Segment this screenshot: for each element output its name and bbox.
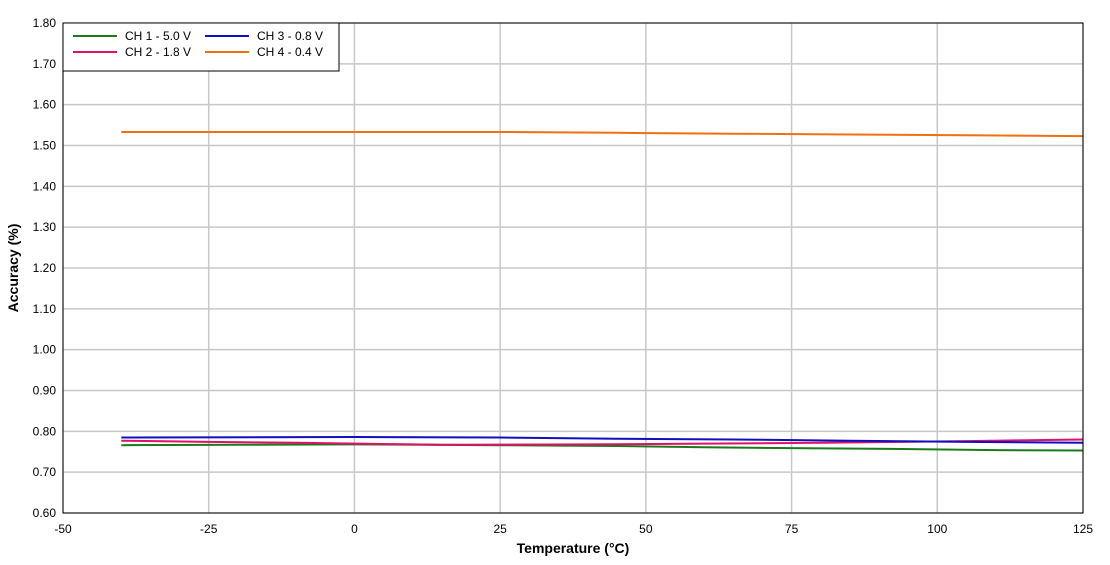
y-tick-label: 1.00 bbox=[33, 343, 57, 357]
y-tick-label: 0.90 bbox=[33, 384, 57, 398]
x-tick-label: -50 bbox=[54, 522, 72, 536]
y-tick-label: 0.70 bbox=[33, 465, 57, 479]
grid bbox=[62, 22, 1084, 514]
x-tick-label: 100 bbox=[927, 522, 947, 536]
series-lines bbox=[121, 131, 1084, 452]
legend-label: CH 2 - 1.8 V bbox=[125, 45, 191, 59]
x-axis-title: Temperature (°C) bbox=[517, 540, 630, 556]
y-axis-ticks: 0.60 0.70 0.80 0.90 1.00 1.10 1.20 1.30 1.40 1.50… bbox=[33, 16, 57, 520]
y-axis-title: Accuracy (%) bbox=[5, 224, 21, 313]
x-tick-label: -25 bbox=[200, 522, 218, 536]
y-tick-label: 1.60 bbox=[33, 98, 57, 112]
series-line-ch4 bbox=[121, 131, 1084, 138]
x-tick-label: 125 bbox=[1073, 522, 1093, 536]
y-tick-label: 1.10 bbox=[33, 302, 57, 316]
legend: CH 1 - 5.0 V CH 3 - 0.8 V CH 2 - 1.8 V CH 4… bbox=[62, 22, 340, 72]
x-tick-label: 25 bbox=[493, 522, 507, 536]
legend-label: CH 1 - 5.0 V bbox=[125, 29, 191, 43]
y-tick-label: 1.30 bbox=[33, 220, 57, 234]
x-axis-ticks: -50 -25 0 25 50 75 100 125 bbox=[54, 522, 1093, 536]
y-tick-label: 1.40 bbox=[33, 179, 57, 193]
legend-box bbox=[62, 22, 340, 72]
plot-area-frame bbox=[62, 22, 1084, 514]
y-tick-label: 0.60 bbox=[33, 506, 57, 520]
x-tick-label: 75 bbox=[785, 522, 799, 536]
y-tick-label: 1.20 bbox=[33, 261, 57, 275]
y-tick-label: 1.80 bbox=[33, 16, 57, 30]
series-line-ch1 bbox=[121, 443, 1084, 452]
y-tick-label: 0.80 bbox=[33, 424, 57, 438]
x-tick-label: 0 bbox=[351, 522, 358, 536]
series-line-ch3 bbox=[121, 436, 1084, 444]
x-tick-label: 50 bbox=[639, 522, 653, 536]
legend-label: CH 3 - 0.8 V bbox=[257, 29, 323, 43]
y-tick-label: 1.50 bbox=[33, 139, 57, 153]
y-tick-label: 1.70 bbox=[33, 57, 57, 71]
legend-label: CH 4 - 0.4 V bbox=[257, 45, 323, 59]
